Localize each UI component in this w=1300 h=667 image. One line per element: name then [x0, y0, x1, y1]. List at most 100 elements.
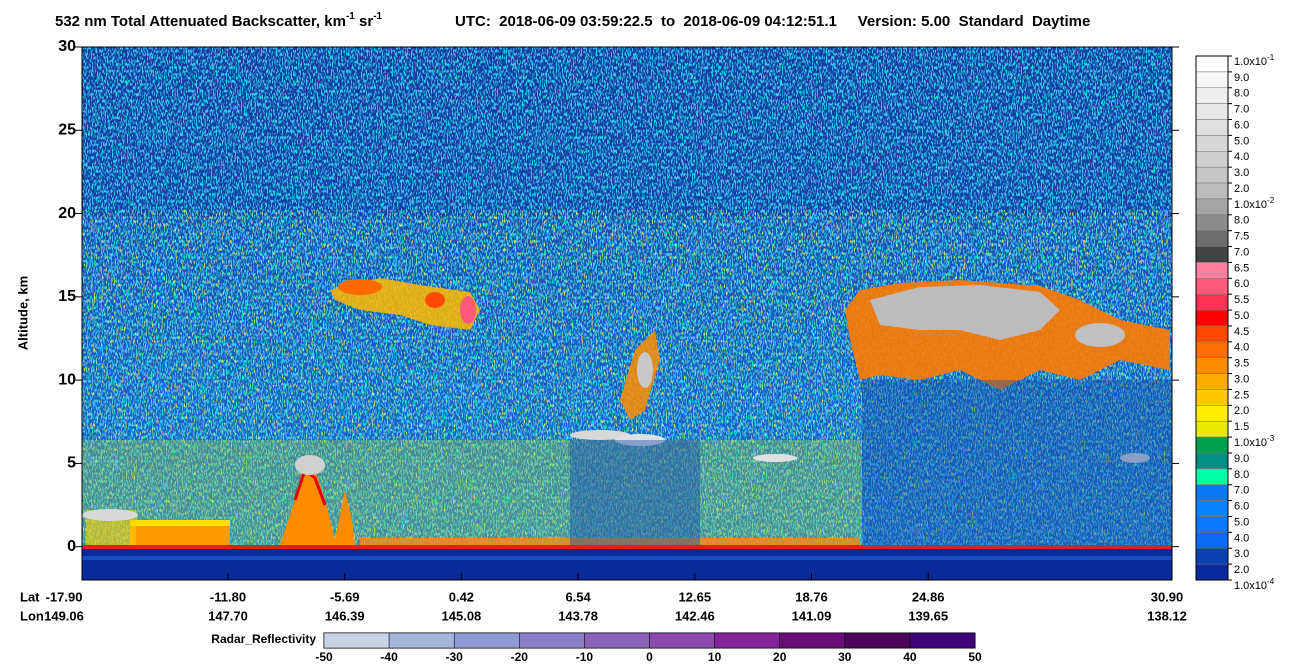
radar-tick-label: -40 — [380, 650, 398, 664]
colorbar-swatch — [1195, 230, 1229, 247]
colorbar-label: 5.5 — [1234, 294, 1249, 306]
radar-swatch — [844, 632, 911, 649]
colorbar-label-exp: -4 — [1267, 577, 1275, 586]
radar-swatch — [649, 632, 715, 649]
radar-tick-label: 30 — [838, 650, 852, 664]
y-tick-label: 10 — [58, 371, 76, 388]
colorbar-swatch — [1195, 563, 1229, 581]
cirrus-cloud — [425, 292, 445, 308]
colorbar-swatch — [1195, 87, 1229, 104]
surface-return — [82, 545, 1172, 549]
lon-label: 139.65 — [908, 608, 948, 623]
colorbar-label: 7.5 — [1234, 231, 1249, 243]
colorbar-label: 1.5 — [1234, 421, 1249, 433]
colorbar-label: 4.0 — [1234, 342, 1249, 354]
subsurface — [82, 556, 1172, 560]
lat-label: 24.86 — [912, 589, 945, 604]
colorbar-label: 2.0 — [1234, 564, 1249, 576]
convective-cloud — [280, 460, 355, 545]
colorbar-swatch — [1195, 532, 1229, 549]
colorbar-label-base: 1.0x10 — [1234, 580, 1267, 592]
colorbar-label: 1.0x10-4 — [1234, 577, 1275, 592]
colorbar-label: 5.0 — [1234, 516, 1249, 528]
colorbar-label: 4.0 — [1234, 151, 1249, 163]
colorbar-label: 8.0 — [1234, 469, 1249, 481]
backscatter-image — [82, 47, 1172, 580]
lon-label: 146.39 — [325, 608, 365, 623]
colorbar-label-exp: -1 — [1267, 53, 1275, 62]
lat-label: -11.80 — [210, 589, 246, 604]
radar-tick-label: -30 — [446, 650, 464, 664]
colorbar-label: 1.0x10-2 — [1234, 196, 1275, 211]
convective-cloud — [295, 455, 325, 475]
colorbar-label-base: 1.0x10 — [1234, 437, 1267, 449]
lon-label: 143.78 — [558, 608, 598, 623]
lat-label: 18.76 — [795, 589, 828, 604]
mid-cloud — [753, 454, 797, 462]
radar-swatch — [323, 632, 390, 649]
cirrus-cloud — [870, 285, 1060, 340]
colorbar-label: 2.5 — [1234, 389, 1249, 401]
colorbar-swatch — [1195, 166, 1229, 184]
chart-subtitle: UTC: 2018-06-09 03:59:22.5 to 2018-06-09… — [455, 13, 1090, 30]
radar-swatch — [388, 632, 455, 649]
colorbar-swatch — [1195, 71, 1229, 89]
colorbar-swatch — [1195, 500, 1229, 517]
low-cloud — [82, 509, 138, 521]
colorbar-swatch — [1195, 325, 1229, 343]
radar-swatch — [909, 632, 976, 649]
x-label-name: Lat — [20, 589, 40, 604]
mid-cloud — [570, 430, 630, 440]
lat-label: 12.65 — [679, 589, 712, 604]
colorbar-label: 6.5 — [1234, 262, 1249, 274]
lat-label: 0.42 — [449, 589, 474, 604]
radar-swatch — [714, 632, 780, 649]
colorbar-swatch — [1195, 309, 1229, 327]
colorbar-label: 3.0 — [1234, 167, 1249, 179]
colorbar-label: 4.0 — [1234, 532, 1249, 544]
radar-tick-label: 0 — [646, 650, 653, 664]
colorbar-swatch — [1195, 516, 1229, 533]
colorbar-swatch — [1195, 293, 1229, 311]
boundary-layer — [360, 538, 860, 545]
colorbar-label: 5.0 — [1234, 310, 1249, 322]
y-axis-label: Altitude, km — [15, 276, 30, 350]
colorbar-swatch — [1195, 484, 1229, 501]
colorbar-label: 3.0 — [1234, 548, 1249, 560]
lon-label: 138.12 — [1147, 608, 1187, 623]
attenuated-column — [862, 380, 1172, 545]
y-tick-label: 30 — [58, 38, 76, 55]
colorbar-swatch — [1195, 389, 1229, 406]
radar-tick-label: 40 — [903, 650, 917, 664]
colorbar-swatch — [1195, 55, 1229, 73]
cirrus-cloud — [460, 296, 476, 324]
colorbar-swatch — [1195, 103, 1229, 120]
radar-tick-label: 50 — [968, 650, 982, 664]
radar-swatch — [584, 632, 650, 649]
colorbar-label: 3.5 — [1234, 358, 1249, 370]
cirrus-cloud — [338, 279, 382, 295]
colorbar-swatch — [1195, 468, 1229, 485]
lon-label: 141.09 — [792, 608, 832, 623]
title-part: sr — [355, 13, 374, 30]
y-tick-label: 15 — [58, 288, 76, 305]
colorbar-label-base: 1.0x10 — [1234, 56, 1267, 68]
mid-cloud — [615, 434, 665, 446]
colorbar-frame — [1195, 55, 1229, 581]
colorbar-label: 1.0x10-1 — [1234, 53, 1275, 68]
colorbar-label: 3.0 — [1234, 373, 1249, 385]
cirrus-cloud — [1075, 323, 1125, 347]
boundary-layer — [130, 525, 230, 545]
boundary-layer — [130, 520, 230, 526]
lon-label: 142.46 — [675, 608, 715, 623]
radar-label: Radar_Reflectivity — [211, 632, 316, 646]
colorbar-swatch — [1195, 341, 1229, 358]
colorbar-swatch — [1195, 373, 1229, 390]
colorbar-label: 6.0 — [1234, 119, 1249, 131]
colorbar-swatch — [1195, 262, 1229, 279]
colorbar-label: 1.0x10-3 — [1234, 434, 1275, 449]
colorbar-swatch — [1195, 119, 1229, 136]
colorbar-label: 7.0 — [1234, 104, 1249, 116]
radar-swatch — [779, 632, 846, 649]
